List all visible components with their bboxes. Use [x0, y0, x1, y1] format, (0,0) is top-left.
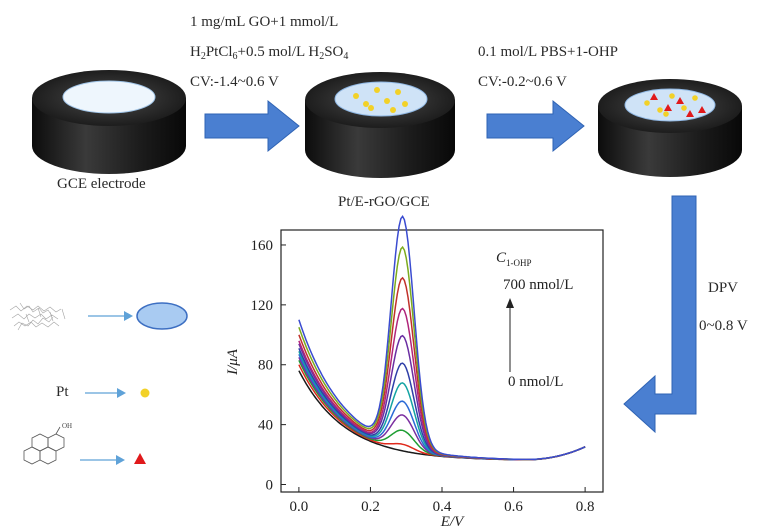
pt-nanoparticles-icon	[353, 87, 408, 113]
x-tick-label: 0.0	[290, 499, 309, 515]
graphene-electrode-icon	[136, 302, 188, 330]
pt-dot-icon	[140, 388, 150, 398]
step1-condition-line2: H2PtCl6+0.5 mol/L H2SO4	[190, 44, 349, 62]
chart-annotation-variable: C1-OHP	[496, 250, 532, 268]
y-tick-label: 0	[266, 478, 274, 494]
step3-condition-line1: DPV	[708, 280, 739, 296]
arrow-down-left-icon	[623, 195, 697, 434]
gce-electrode-icon	[32, 70, 186, 174]
x-tick-label: 0.6	[504, 499, 523, 515]
dpv-chart: 0.0 0.2 0.4 0.6 0.8 0 40 80 120 160 I/μA E/V C1-…	[225, 215, 604, 527]
chart-annotation-top: 700 nmol/L	[503, 277, 573, 293]
arrow-right-icon	[204, 99, 300, 153]
ohp-molecules-icon	[650, 93, 706, 117]
chart-x-axis-label: E/V	[440, 514, 465, 527]
ohp-triangle-icon	[134, 453, 146, 464]
step2-condition-line1: 0.1 mol/L PBS+1-OHP	[478, 44, 619, 60]
dpv-curve-12	[298, 215, 586, 461]
x-tick-label: 0.4	[433, 499, 452, 515]
dpv-curve-10	[298, 276, 586, 461]
y-tick-label: 80	[258, 358, 273, 374]
step2-condition-line2: CV:-0.2~0.6 V	[478, 74, 567, 90]
step3-condition-line2: 0~0.8 V	[699, 318, 748, 334]
pt-legend	[85, 388, 150, 398]
y-tick-label: 40	[258, 418, 273, 434]
step1-condition-line3: CV:-1.4~0.6 V	[190, 74, 279, 90]
chart-y-axis-label: I/μA	[225, 348, 241, 376]
pt-ergo-gce-electrode-icon	[305, 72, 455, 178]
arrow-right-icon	[486, 99, 585, 153]
gce-electrode-label: GCE electrode	[57, 176, 146, 192]
ohp-modified-electrode-icon	[598, 79, 742, 177]
step1-condition-line1: 1 mg/mL GO+1 mmol/L	[190, 14, 339, 30]
y-tick-label: 160	[251, 238, 274, 254]
chart-annotation-bottom: 0 nmol/L	[508, 374, 563, 390]
ohp-legend: OH	[23, 422, 146, 465]
svg-text:OH: OH	[62, 422, 72, 430]
x-tick-label: 0.2	[361, 499, 380, 515]
pt-legend-label: Pt	[56, 384, 69, 400]
pyrene-molecule-icon	[23, 426, 65, 465]
pt-ergo-gce-label: Pt/E-rGO/GCE	[338, 194, 430, 210]
y-tick-label: 120	[251, 298, 274, 314]
graphene-oxide-legend	[9, 302, 188, 331]
graphene-sheet-icon	[9, 302, 66, 331]
dpv-curve-8	[298, 334, 586, 461]
x-tick-label: 0.8	[576, 499, 595, 515]
concentration-arrowhead-icon	[506, 298, 514, 308]
